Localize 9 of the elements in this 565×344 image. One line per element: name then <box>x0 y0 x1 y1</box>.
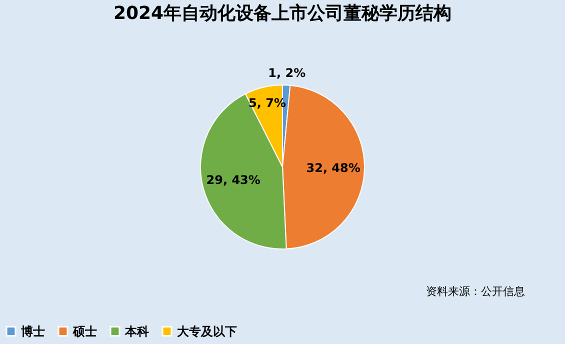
data-label: 1, 2% <box>268 66 306 80</box>
chart-title: 2024年自动化设备上市公司董秘学历结构 <box>113 3 452 24</box>
data-label: 32, 48% <box>306 161 360 176</box>
legend-label: 大专及以下 <box>177 324 237 338</box>
legend-label: 博士 <box>20 324 45 338</box>
data-label: 29, 43% <box>206 172 260 187</box>
text: 资料来源：公开信息 <box>426 285 525 298</box>
legend-label: 本科 <box>124 324 149 338</box>
legend-label: 硕士 <box>72 324 97 338</box>
